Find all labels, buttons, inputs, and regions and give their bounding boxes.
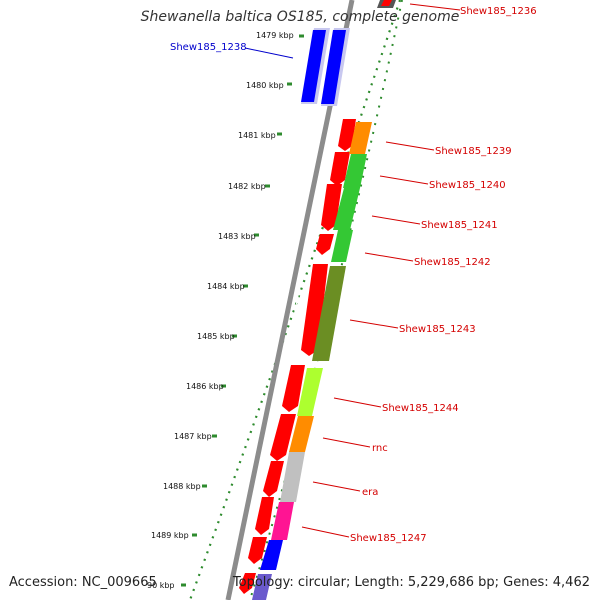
ruler-label: 1480 kbp bbox=[246, 81, 284, 90]
gene-labels: Shew185_1236 Shew185_1238 Shew185_1239 S… bbox=[170, 6, 537, 544]
ruler-label: 1486 kbp bbox=[186, 382, 224, 391]
ruler-label: 1489 kbp bbox=[151, 531, 189, 540]
genome-stats-label: Topology: circular; Length: 5,229,686 bp… bbox=[232, 575, 590, 590]
ruler-labels: 1479 kbp 1480 kbp 1481 kbp 1482 kbp 1483… bbox=[147, 31, 294, 590]
genes-inner-strand[interactable] bbox=[239, 119, 356, 594]
gene-label[interactable]: Shew185_1244 bbox=[382, 403, 459, 414]
cog-bands bbox=[252, 122, 372, 600]
gene-label[interactable]: Shew185_1239 bbox=[435, 146, 512, 157]
outer-dotted-track bbox=[188, 0, 402, 600]
accession-label: Accession: NC_009665 bbox=[9, 575, 157, 590]
gene-label[interactable]: Shew185_1236 bbox=[460, 6, 537, 17]
ruler-label: 1484 kbp bbox=[207, 282, 245, 291]
ruler-label: 1482 kbp bbox=[228, 182, 266, 191]
ruler-label: 1483 kbp bbox=[218, 232, 256, 241]
gene-label[interactable]: Shew185_1238 bbox=[170, 42, 247, 53]
gene-label[interactable]: Shew185_1241 bbox=[421, 220, 498, 231]
ruler-label: 1488 kbp bbox=[163, 482, 201, 491]
ruler-label: 1479 kbp bbox=[256, 31, 294, 40]
gene-label[interactable]: Shew185_1240 bbox=[429, 180, 506, 191]
ruler-label: 1487 kbp bbox=[174, 432, 212, 441]
gene-label[interactable]: rnc bbox=[372, 443, 388, 454]
gene-shew185-1238[interactable] bbox=[301, 28, 350, 106]
map-title: Shewanella baltica OS185, complete genom… bbox=[140, 9, 460, 25]
ruler-label: 1485 kbp bbox=[197, 332, 235, 341]
ruler-label: 90 kbp bbox=[147, 581, 175, 590]
gene-shew185-1236[interactable] bbox=[377, 0, 396, 8]
gene-label[interactable]: era bbox=[362, 487, 378, 498]
label-connectors bbox=[244, 3, 461, 538]
ruler-label: 1481 kbp bbox=[238, 131, 276, 140]
gene-label[interactable]: Shew185_1243 bbox=[399, 324, 476, 335]
gene-label[interactable]: Shew185_1242 bbox=[414, 257, 491, 268]
ruler-ticks bbox=[181, 34, 304, 587]
gene-label[interactable]: Shew185_1247 bbox=[350, 533, 427, 544]
